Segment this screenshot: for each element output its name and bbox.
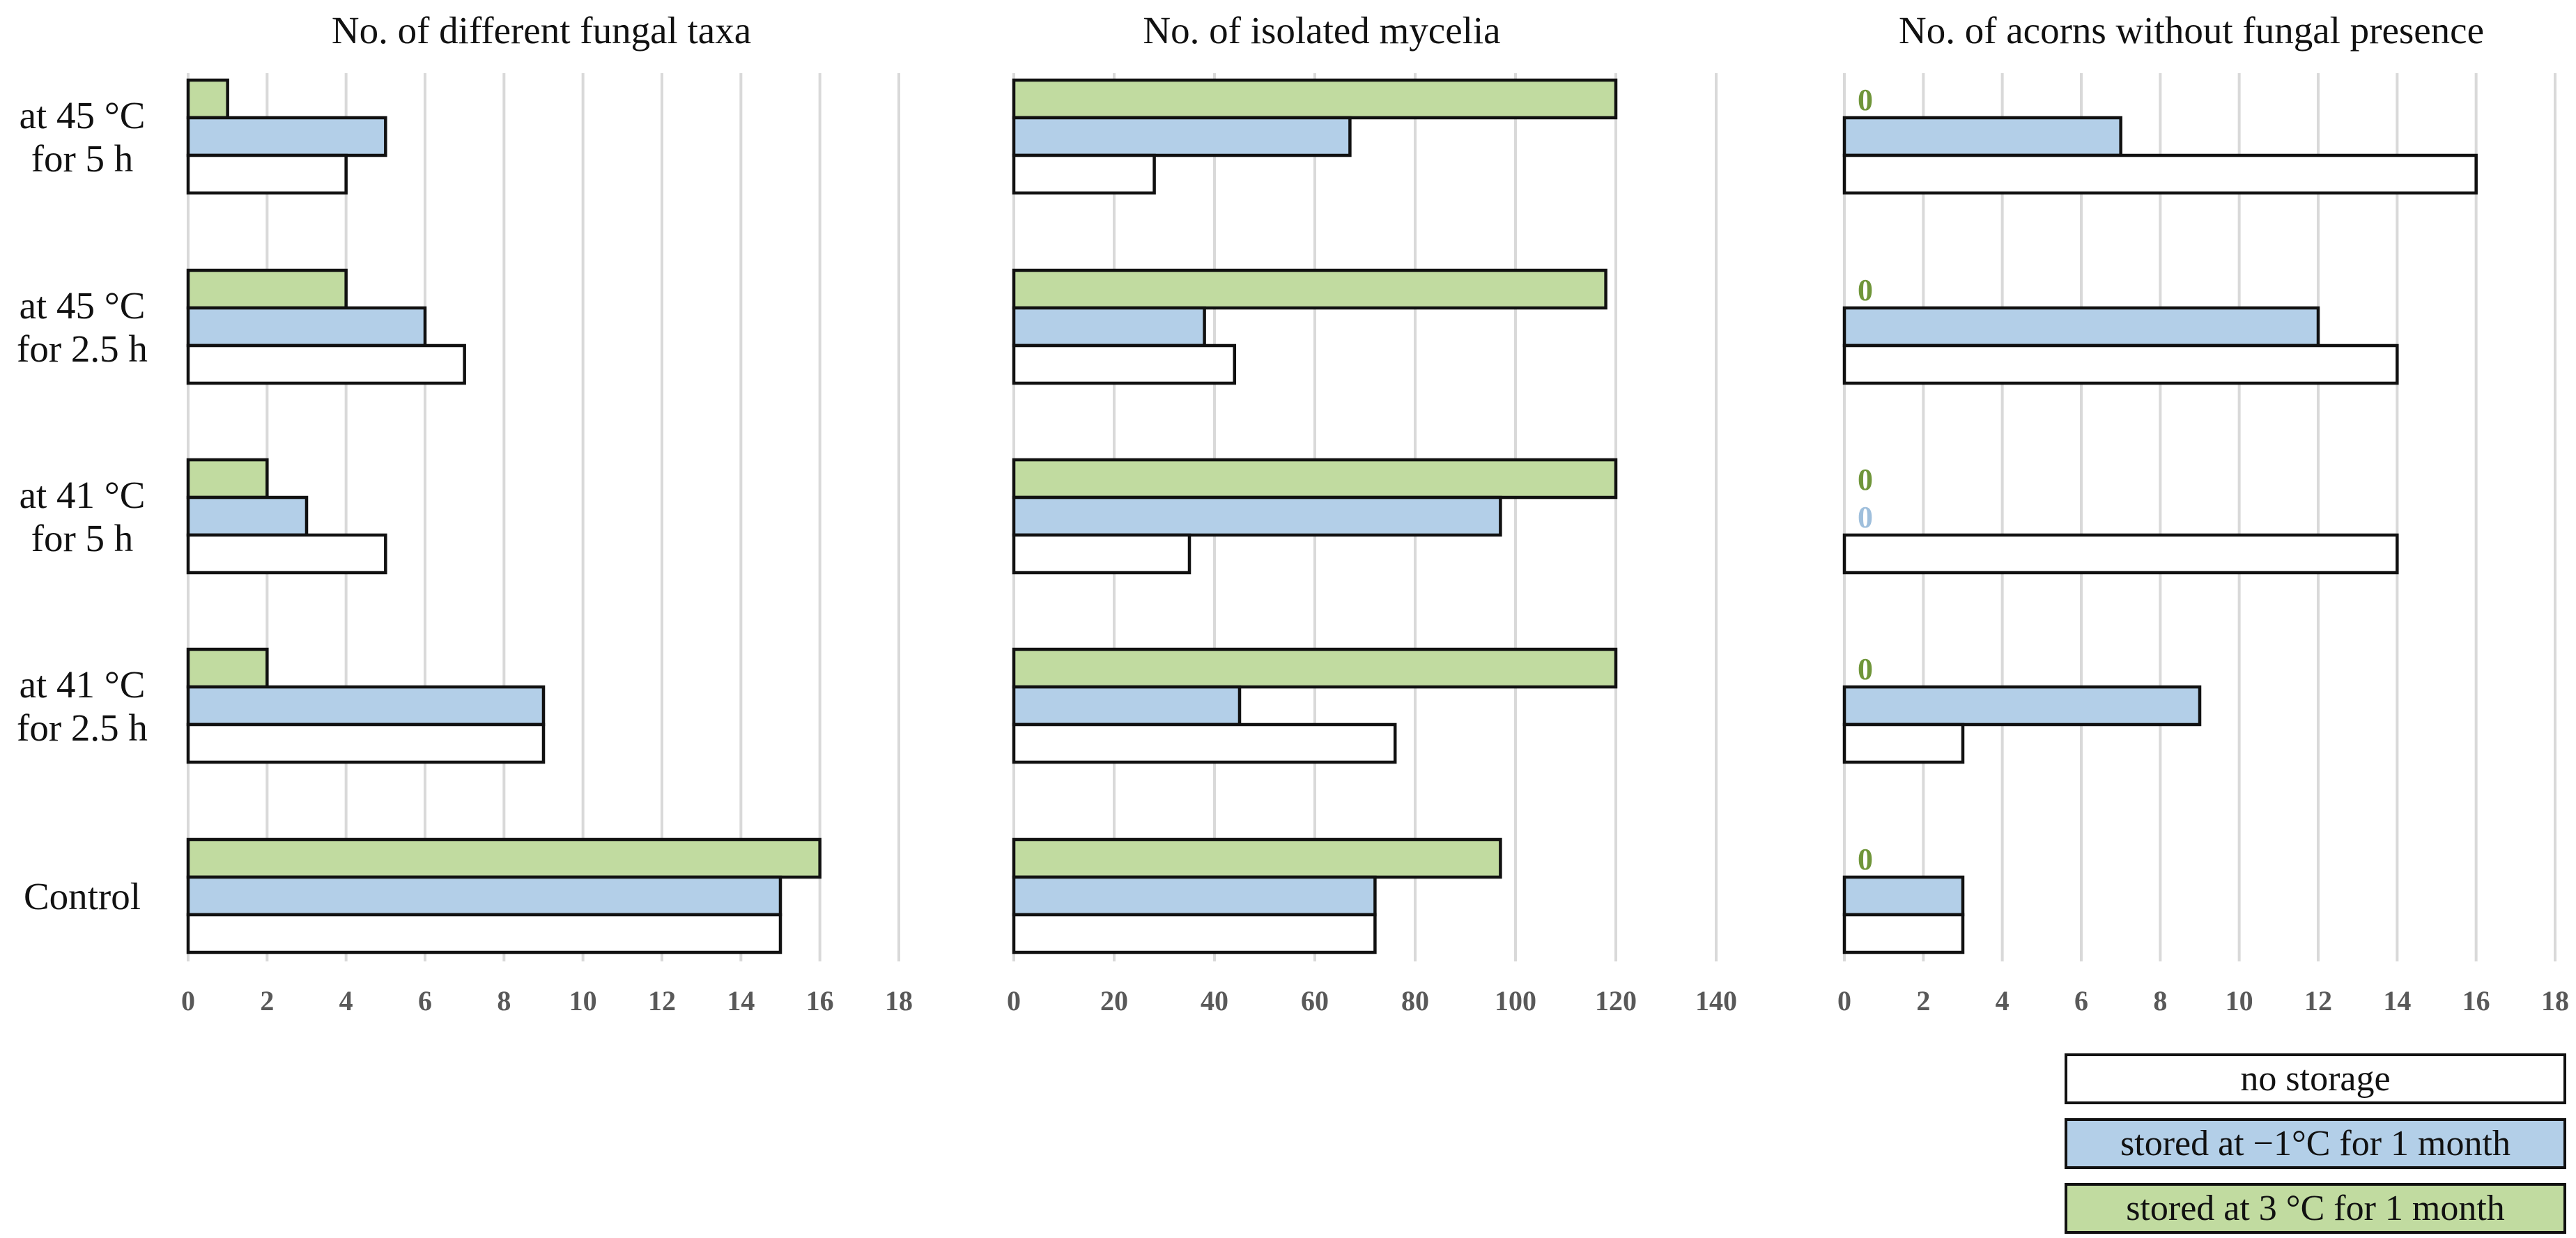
tick-label: 16 — [2462, 985, 2490, 1016]
bar — [1012, 268, 1607, 310]
data-label-zero: 0 — [1858, 83, 1873, 117]
tick-label: 2 — [1916, 985, 1930, 1016]
legend: no storage stored at −1°C for 1 month stor… — [2065, 1053, 2566, 1234]
bar — [186, 495, 309, 537]
bar — [186, 685, 546, 727]
bar — [1012, 116, 1352, 157]
panel-title: No. of different fungal taxa — [332, 9, 751, 52]
bar — [186, 533, 387, 575]
legend-swatch — [2065, 1053, 2566, 1104]
data-label-zero: 0 — [1858, 652, 1873, 686]
tick-label: 80 — [1401, 985, 1429, 1016]
category-label: at 45 °C — [20, 284, 146, 327]
bar — [1012, 875, 1377, 917]
tick-label: 0 — [1007, 985, 1021, 1016]
bar — [1012, 343, 1237, 385]
tick-label: 10 — [2226, 985, 2253, 1016]
tick-label: 4 — [1996, 985, 2010, 1016]
tick-label: 20 — [1100, 985, 1128, 1016]
bar — [1842, 116, 2122, 157]
category-label: for 5 h — [31, 517, 134, 559]
chart-panel-3: 0 2 4 6 8 10 12 14 16 18 No. of acorns without fun… — [1837, 9, 2569, 1016]
bar — [1012, 647, 1618, 689]
tick-label: 12 — [2304, 985, 2332, 1016]
tick-label: 6 — [2074, 985, 2088, 1016]
bar — [186, 153, 348, 195]
bar — [1012, 837, 1502, 879]
category-label: at 45 °C — [20, 94, 146, 137]
data-label-zero: 0 — [1858, 842, 1873, 876]
bar — [1842, 306, 2320, 348]
tick-label: 8 — [2153, 985, 2167, 1016]
bar — [186, 913, 782, 954]
bar — [186, 722, 546, 764]
bar — [186, 875, 782, 917]
tick-label: 2 — [260, 985, 274, 1016]
bar — [186, 116, 387, 157]
category-label: Control — [24, 875, 141, 918]
bar — [186, 306, 427, 348]
bar — [186, 268, 348, 310]
category-label: at 41 °C — [20, 474, 146, 516]
tick-label: 6 — [418, 985, 432, 1016]
data-label-zero: 0 — [1858, 273, 1873, 307]
tick-label: 18 — [2541, 985, 2569, 1016]
category-label: for 5 h — [31, 137, 134, 180]
data-label-zero: 0 — [1858, 463, 1873, 497]
bar — [1842, 153, 2478, 195]
bar — [186, 343, 466, 385]
bar — [186, 837, 822, 879]
tick-label: 14 — [2383, 985, 2411, 1016]
legend-label: stored at 3 °C for 1 month — [2126, 1189, 2505, 1228]
legend-label: no storage — [2240, 1059, 2390, 1099]
category-label: for 2.5 h — [17, 706, 148, 749]
chart-panel-1: 0 2 4 6 8 10 12 14 16 18 No. of different fungal t… — [181, 9, 913, 1016]
tick-label: 0 — [181, 985, 195, 1016]
bar — [1012, 685, 1242, 727]
panel-title: No. of isolated mycelia — [1143, 9, 1500, 52]
bar — [1012, 78, 1618, 120]
tick-label: 4 — [339, 985, 353, 1016]
bar — [1012, 153, 1156, 195]
tick-label: 140 — [1695, 985, 1737, 1016]
bar — [1012, 458, 1618, 500]
legend-swatch — [2065, 1118, 2566, 1169]
tick-label: 0 — [1837, 985, 1851, 1016]
data-label-zero: 0 — [1858, 500, 1873, 534]
bar — [186, 78, 229, 120]
chart-panel-2: 0 20 40 60 80 100 120 140 No. of isolated myceli… — [1007, 9, 1737, 1016]
legend-label: stored at −1°C for 1 month — [2120, 1124, 2511, 1163]
legend-swatch — [2065, 1183, 2566, 1234]
bar — [1842, 913, 1965, 954]
tick-label: 8 — [497, 985, 511, 1016]
tick-label: 40 — [1201, 985, 1228, 1016]
tick-label: 100 — [1495, 985, 1536, 1016]
bar — [1842, 533, 2399, 575]
bar — [1012, 306, 1206, 348]
category-label: for 2.5 h — [17, 327, 148, 370]
bar — [1012, 913, 1377, 954]
panel-title: No. of acorns without fungal presence — [1899, 9, 2484, 52]
bar — [1012, 722, 1397, 764]
bar — [186, 458, 269, 500]
tick-label: 14 — [727, 985, 755, 1016]
bar — [1842, 685, 2202, 727]
bar — [1842, 343, 2399, 385]
tick-label: 16 — [806, 985, 834, 1016]
bar — [186, 647, 269, 689]
tick-label: 60 — [1301, 985, 1329, 1016]
tick-label: 10 — [569, 985, 597, 1016]
bar — [1842, 875, 1965, 917]
tick-label: 18 — [885, 985, 913, 1016]
tick-label: 12 — [648, 985, 676, 1016]
bar — [1842, 722, 1965, 764]
tick-label: 120 — [1595, 985, 1637, 1016]
bar — [1012, 533, 1191, 575]
category-label: at 41 °C — [20, 663, 146, 706]
bar — [1012, 495, 1502, 537]
